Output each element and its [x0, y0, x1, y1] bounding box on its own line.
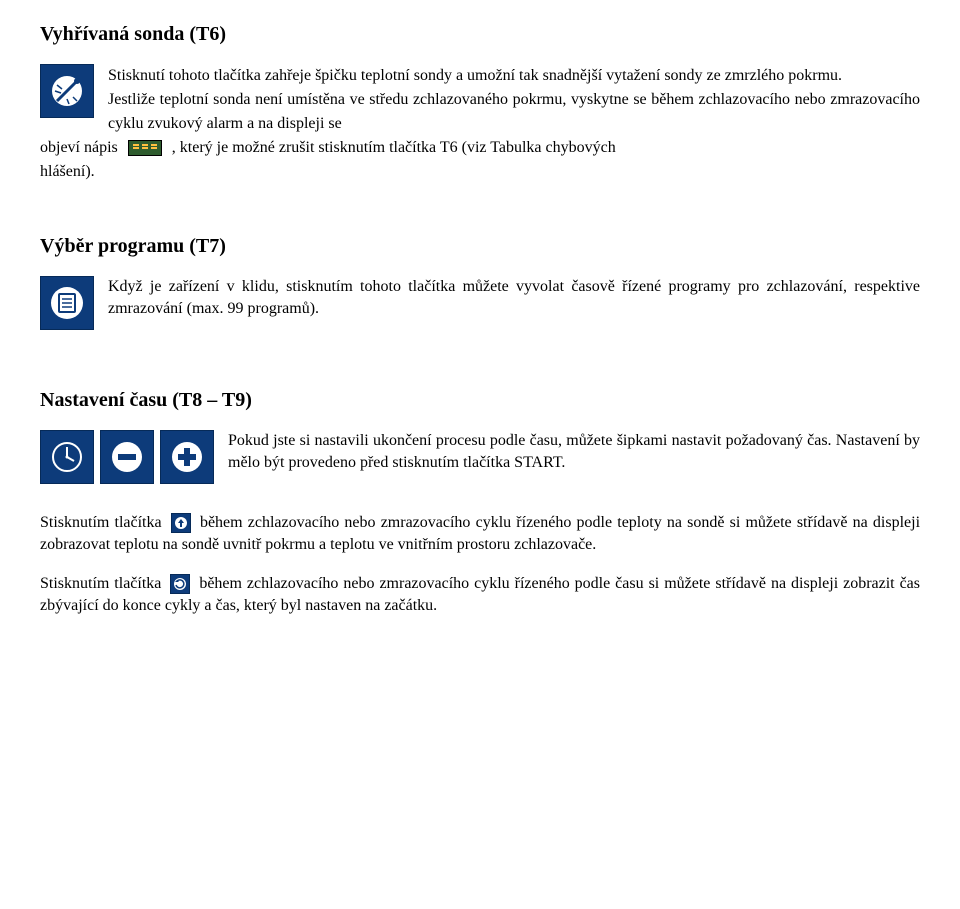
t8t9-para3: Stisknutím tlačítka během zchlazovacího … [40, 573, 920, 618]
probe-icon [40, 64, 94, 118]
heading-t7: Výběr programu (T7) [40, 232, 920, 260]
t8t9-para1: Pokud jste si nastavili ukončení procesu… [228, 430, 920, 475]
t6-para1: Stisknutí tohoto tlačítka zahřeje špičku… [108, 67, 842, 84]
program-icon [40, 276, 94, 330]
t6-para2b1: objeví nápis [40, 139, 122, 156]
t8t9-para2a: Stisknutím tlačítka [40, 514, 167, 531]
t6-content: Stisknutí tohoto tlačítka zahřeje špičku… [40, 64, 920, 184]
clock-icon [40, 430, 94, 484]
t8t9-para3a: Stisknutím tlačítka [40, 575, 166, 592]
t7-row: Když je zařízení v klidu, stisknutím toh… [40, 276, 920, 330]
plus-icon [160, 430, 214, 484]
arrow-up-icon [171, 513, 191, 533]
t7-para: Když je zařízení v klidu, stisknutím toh… [108, 276, 920, 321]
heading-t8t9: Nastavení času (T8 – T9) [40, 386, 920, 414]
t8t9-para2: Stisknutím tlačítka během zchlazovacího … [40, 512, 920, 557]
minus-icon [100, 430, 154, 484]
t6-para2b2: , který je možné zrušit stisknutím tlačí… [172, 139, 616, 156]
arrow-cycle-icon [170, 574, 190, 594]
t6-para2a: Jestliže teplotní sonda není umístěna ve… [108, 91, 920, 132]
heading-t6: Vyhřívaná sonda (T6) [40, 20, 920, 48]
display-badge-icon [128, 140, 162, 156]
t8t9-row1: Pokud jste si nastavili ukončení procesu… [40, 430, 920, 484]
t6-para2c: hlášení). [40, 160, 920, 184]
